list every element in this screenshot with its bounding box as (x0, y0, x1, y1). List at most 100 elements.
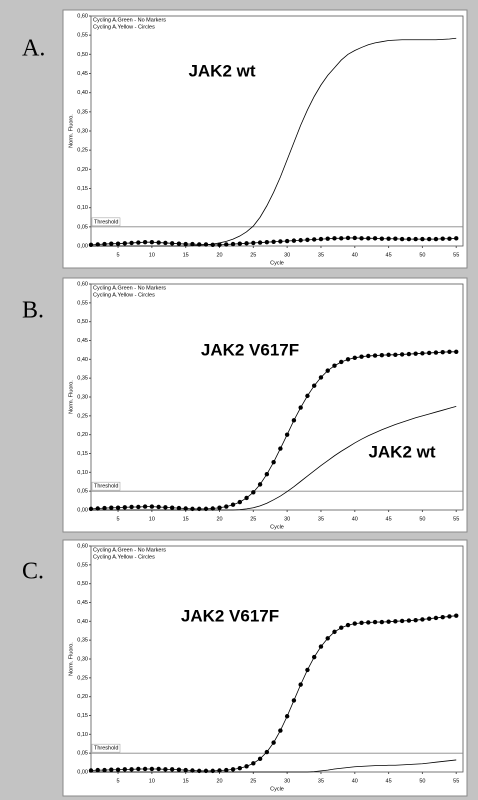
data-point (420, 617, 425, 622)
data-point (129, 767, 134, 772)
data-point (122, 505, 128, 510)
data-point (176, 767, 182, 772)
data-point (217, 242, 222, 248)
y-tick-label: 0,60 (77, 543, 88, 549)
data-point (169, 505, 175, 510)
data-point (156, 766, 161, 772)
annotation: JAK2 wt (368, 442, 435, 461)
data-point (366, 236, 371, 241)
data-point (433, 236, 439, 242)
data-point (339, 236, 344, 241)
data-point (284, 432, 290, 437)
data-point (447, 236, 452, 241)
data-point (169, 767, 175, 772)
data-point (257, 756, 263, 762)
x-tick-label: 50 (419, 516, 425, 522)
data-point (366, 353, 371, 359)
data-point (197, 506, 202, 512)
data-point (203, 506, 209, 512)
data-point (271, 239, 276, 244)
data-point (339, 359, 344, 365)
data-point (264, 472, 270, 477)
data-point (372, 236, 378, 241)
data-point (447, 614, 452, 619)
y-tick-label: 0,20 (77, 694, 88, 700)
panel-label: A. (22, 36, 45, 62)
data-point (386, 236, 391, 241)
data-point (115, 505, 121, 510)
data-point (183, 506, 188, 511)
data-point (95, 242, 100, 247)
y-tick-label: 0,10 (77, 732, 88, 738)
threshold-box (91, 217, 121, 227)
y-axis-title: Norm. Fluoro. (68, 380, 74, 414)
data-point (251, 490, 256, 495)
data-point (291, 698, 297, 703)
data-point (291, 418, 297, 423)
threshold-label: Threshold (94, 219, 118, 225)
data-point (345, 622, 351, 628)
panel-label: C. (22, 559, 44, 585)
y-tick-label: 0,05 (77, 224, 88, 230)
data-point (325, 368, 330, 373)
y-axis-title: Norm. Fluoro. (68, 642, 74, 676)
data-point (109, 241, 114, 246)
data-point (440, 614, 445, 620)
series-line (91, 37, 457, 247)
x-tick-label: 25 (250, 516, 256, 522)
legend-entry: Cycling A.Green - No Markers (93, 285, 166, 291)
data-point (163, 505, 168, 510)
data-point (109, 505, 114, 510)
x-tick-label: 40 (352, 778, 358, 784)
data-point (224, 504, 229, 509)
y-tick-label: 0,40 (77, 619, 88, 625)
x-tick-label: 45 (386, 516, 392, 522)
data-point (183, 241, 188, 247)
x-tick-label: 15 (183, 516, 189, 522)
y-tick-label: 0,30 (77, 128, 88, 134)
data-point (109, 767, 114, 772)
data-point (142, 504, 148, 509)
legend-entry: Cycling A.Yellow - Circles (93, 554, 155, 560)
data-point (413, 351, 418, 356)
threshold-label: Threshold (94, 746, 118, 752)
data-point (426, 236, 432, 242)
x-tick-label: 35 (318, 516, 324, 522)
data-point (318, 236, 324, 242)
y-tick-label: 0,50 (77, 581, 88, 587)
x-tick-label: 45 (386, 778, 392, 784)
data-point (115, 241, 121, 246)
data-point (122, 767, 128, 772)
data-point (237, 499, 242, 505)
plot-area (90, 545, 464, 773)
data-point (332, 236, 337, 241)
data-point (454, 236, 459, 241)
data-point (305, 667, 310, 673)
plot-area (90, 15, 464, 247)
y-tick-label: 0,05 (77, 751, 88, 757)
data-point (271, 459, 276, 465)
data-point (163, 767, 168, 772)
data-point (318, 644, 324, 649)
threshold-label: Threshold (94, 484, 118, 490)
data-point (393, 236, 398, 241)
y-tick-label: 0,30 (77, 394, 88, 400)
data-point (413, 236, 418, 242)
data-point (210, 506, 215, 511)
data-point (278, 728, 283, 733)
x-tick-label: 55 (453, 778, 459, 784)
data-point (420, 236, 425, 242)
data-point (325, 236, 330, 241)
data-point (318, 375, 324, 380)
data-point (88, 242, 94, 248)
x-tick-label: 5 (117, 516, 120, 522)
data-point (406, 351, 412, 357)
data-point (312, 237, 317, 242)
data-point (142, 766, 148, 772)
data-point (345, 357, 351, 362)
y-tick-label: 0,00 (77, 243, 88, 249)
x-tick-label: 10 (149, 516, 155, 522)
y-tick-label: 0,55 (77, 562, 88, 568)
y-tick-label: 0,40 (77, 90, 88, 96)
